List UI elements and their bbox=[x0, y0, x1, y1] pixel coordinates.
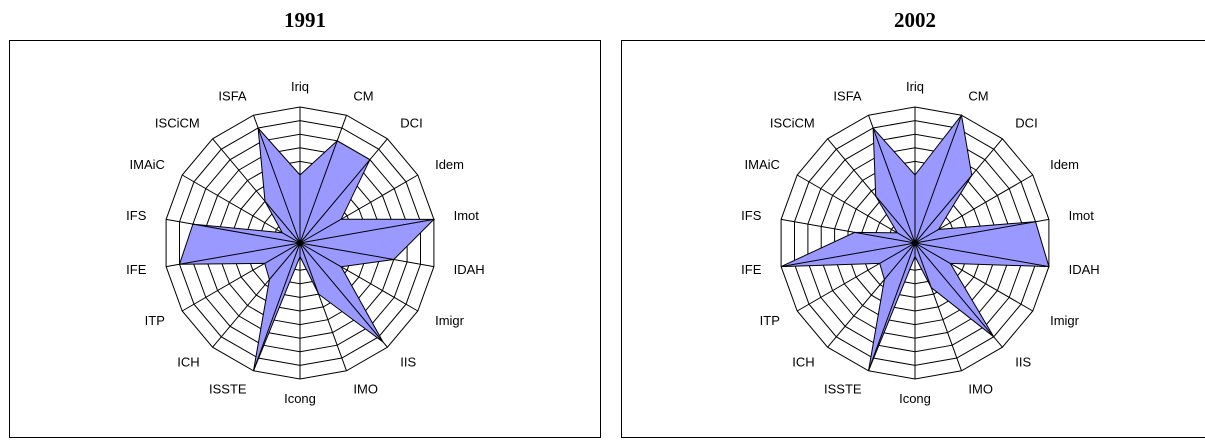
data-point-ISCiCM bbox=[264, 200, 301, 244]
data-point-ITP bbox=[264, 242, 301, 264]
data-point-CM bbox=[914, 115, 962, 244]
data-point-Idem bbox=[299, 218, 342, 244]
data-point-ISFA bbox=[257, 127, 301, 244]
axis-label-imot: Imot bbox=[1069, 208, 1095, 223]
axis-label-iis: IIS bbox=[1015, 355, 1031, 370]
data-point-IDAH bbox=[299, 242, 394, 260]
axis-label-ife: IFE bbox=[126, 262, 147, 277]
data-point-Imot bbox=[299, 218, 434, 244]
data-point-IMO bbox=[299, 242, 320, 295]
data-point-IIS bbox=[914, 242, 995, 338]
axis-label-icong: Icong bbox=[899, 391, 931, 406]
data-point-DCI bbox=[914, 174, 973, 244]
axis-label-dci: DCI bbox=[1015, 116, 1037, 131]
axis-label-iriq: Iriq bbox=[291, 79, 309, 94]
radar-chart-1991: Iriq CM DCI Idem Imot IDAH Imigr IIS IMO Icong ISS… bbox=[9, 40, 601, 438]
data-point-ISCiCM bbox=[875, 195, 916, 244]
axis-label-itp: ITP bbox=[760, 313, 780, 328]
axis-label-cm: CM bbox=[353, 88, 373, 103]
data-area bbox=[178, 126, 436, 371]
data-point-CM bbox=[299, 140, 338, 244]
axis-label-imaic: IMAiC bbox=[130, 157, 165, 172]
axis-label-idah: IDAH bbox=[1069, 262, 1100, 277]
axis-label-ich: ICH bbox=[792, 355, 814, 370]
axis-label-ifs: IFS bbox=[741, 208, 762, 223]
axis-label-dci: DCI bbox=[400, 116, 422, 131]
axis-label-idem: Idem bbox=[435, 157, 464, 172]
axis-label-isfa: ISFA bbox=[833, 88, 862, 103]
data-point-IMO bbox=[914, 242, 932, 288]
axis-label-imaic: IMAiC bbox=[745, 157, 780, 172]
data-point-ISFA bbox=[872, 127, 916, 244]
data-point-ICH bbox=[884, 242, 916, 280]
data-point-Imot bbox=[914, 221, 1036, 244]
data-point-IFS bbox=[192, 223, 301, 244]
data-point-IMAiC bbox=[897, 232, 916, 244]
axis-label-ifs: IFS bbox=[126, 208, 147, 223]
chart-title-1991: 1991 bbox=[284, 8, 326, 32]
axis-label-ife: IFE bbox=[741, 262, 762, 277]
axis-label-imo: IMO bbox=[968, 382, 993, 397]
data-point-ITP bbox=[879, 242, 916, 264]
data-point-Imigr bbox=[299, 242, 342, 268]
axis-label-imigr: Imigr bbox=[435, 313, 465, 328]
center-point bbox=[912, 240, 918, 246]
axis-label-iscicm: ISCiCM bbox=[155, 116, 200, 131]
data-point-ISSTE bbox=[253, 242, 301, 371]
axis-label-iis: IIS bbox=[400, 355, 416, 370]
axis-label-cm: CM bbox=[968, 88, 988, 103]
axis-label-imot: Imot bbox=[454, 208, 480, 223]
radar-plot-2002: Iriq CM DCI Idem Imot IDAH Imigr IIS IMO Icong ISS… bbox=[741, 79, 1100, 406]
data-point-Idem bbox=[914, 228, 939, 244]
axis-label-isste: ISSTE bbox=[824, 382, 862, 397]
axis-label-itp: ITP bbox=[145, 313, 165, 328]
data-point-IMAiC bbox=[282, 232, 301, 244]
grid-spoke bbox=[796, 174, 916, 244]
axis-label-idem: Idem bbox=[1050, 157, 1079, 172]
axis-label-ich: ICH bbox=[177, 355, 199, 370]
axis-label-isfa: ISFA bbox=[218, 88, 247, 103]
data-point-ICH bbox=[269, 242, 301, 280]
center-point bbox=[297, 240, 303, 246]
axis-label-iriq: Iriq bbox=[906, 79, 924, 94]
chart-title-2002: 2002 bbox=[894, 8, 936, 32]
axis-label-imo: IMO bbox=[353, 382, 378, 397]
axis-label-isste: ISSTE bbox=[209, 382, 247, 397]
radar-plot-1991: Iriq CM DCI Idem Imot IDAH Imigr IIS IMO Icong ISS… bbox=[126, 79, 485, 406]
axis-label-idah: IDAH bbox=[454, 262, 485, 277]
grid-spoke bbox=[181, 174, 301, 244]
data-point-DCI bbox=[299, 159, 371, 244]
data-point-ISSTE bbox=[868, 242, 916, 371]
data-point-IFE bbox=[781, 242, 916, 268]
axis-label-iscicm: ISCiCM bbox=[770, 116, 815, 131]
data-point-Imigr bbox=[914, 242, 951, 264]
radar-chart-2002: Iriq CM DCI Idem Imot IDAH Imigr IIS IMO Icong ISS… bbox=[621, 40, 1205, 438]
data-point-IIS bbox=[299, 242, 384, 343]
data-point-IDAH bbox=[914, 242, 1049, 268]
data-point-IFS bbox=[854, 231, 916, 244]
axis-label-imigr: Imigr bbox=[1050, 313, 1080, 328]
axis-label-icong: Icong bbox=[284, 391, 316, 406]
data-point-IFE bbox=[179, 242, 301, 265]
